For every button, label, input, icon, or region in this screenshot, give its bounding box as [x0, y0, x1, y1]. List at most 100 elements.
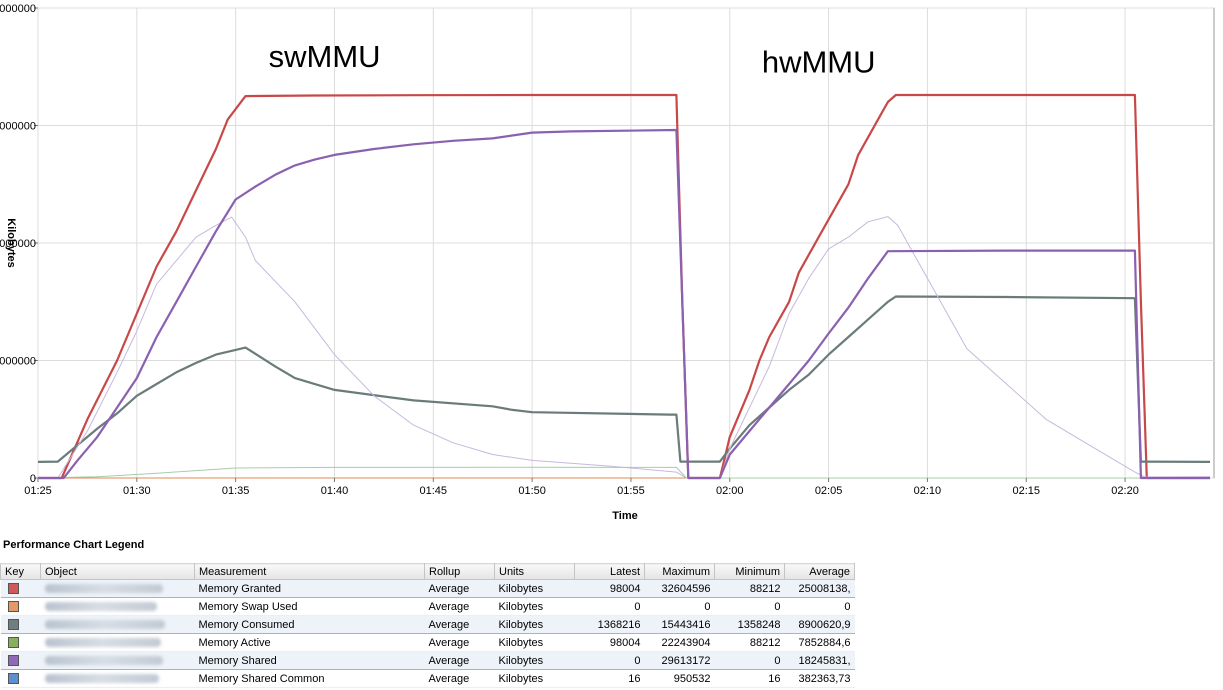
x-tick-label: 02:10	[914, 485, 942, 497]
maximum-cell: 0	[644, 597, 715, 616]
measurement-cell: Memory Granted	[194, 579, 425, 598]
maximum-cell: 22243904	[644, 633, 715, 652]
redacted-object-name	[44, 602, 157, 612]
latest-cell: 1368216	[574, 615, 645, 634]
object-cell	[40, 615, 195, 634]
column-header-latest[interactable]: Latest	[574, 563, 645, 580]
average-cell: 7852884,6	[784, 633, 855, 652]
legend-row[interactable]: Memory Consumed Average Kilobytes 1368216 15…	[0, 615, 1223, 634]
column-header-average[interactable]: Average	[784, 563, 855, 580]
legend-row[interactable]: Memory Active Average Kilobytes 98004 222439…	[0, 633, 1223, 652]
object-cell	[40, 651, 195, 670]
legend-row[interactable]: Memory Shared Average Kilobytes 0 29613172 0 1…	[0, 651, 1223, 670]
x-tick-label: 01:50	[518, 485, 546, 497]
rollup-cell: Average	[424, 579, 495, 598]
rollup-cell: Average	[424, 597, 495, 616]
legend-title: Performance Chart Legend	[3, 539, 145, 551]
column-header-units[interactable]: Units	[494, 563, 575, 580]
series-color-swatch	[7, 619, 19, 631]
average-cell: 382363,73	[784, 669, 855, 688]
legend-table[interactable]: Key Object Measurement Rollup Units Late…	[0, 563, 1223, 688]
annotation-swmmu: swMMU	[269, 39, 381, 74]
x-tick-label: 02:05	[815, 485, 843, 497]
redacted-object-name	[44, 656, 163, 666]
units-cell: Kilobytes	[494, 615, 575, 634]
x-tick-label: 01:35	[222, 485, 250, 497]
legend-row[interactable]: Memory Granted Average Kilobytes 98004 32604…	[0, 579, 1223, 598]
series-color-swatch	[7, 637, 19, 649]
column-header-measurement[interactable]: Measurement	[194, 563, 425, 580]
units-cell: Kilobytes	[494, 633, 575, 652]
rollup-cell: Average	[424, 615, 495, 634]
column-header-key[interactable]: Key	[0, 563, 41, 580]
row-filler	[854, 579, 1223, 598]
redacted-object-name	[44, 638, 161, 648]
rollup-cell: Average	[424, 669, 495, 688]
column-header-object[interactable]: Object	[40, 563, 195, 580]
units-cell: Kilobytes	[494, 579, 575, 598]
object-cell	[40, 633, 195, 652]
x-tick-label: 01:40	[321, 485, 349, 497]
key-cell	[0, 579, 41, 598]
series-color-swatch	[7, 601, 19, 613]
header-filler	[854, 563, 1223, 580]
rollup-cell: Average	[424, 651, 495, 670]
maximum-cell: 15443416	[644, 615, 715, 634]
units-cell: Kilobytes	[494, 597, 575, 616]
y-tick-label: 30000000	[0, 121, 36, 133]
x-tick-label: 02:20	[1111, 485, 1139, 497]
x-tick-label: 01:55	[617, 485, 645, 497]
legend-row[interactable]: Memory Shared Common Average Kilobytes 16 95…	[0, 669, 1223, 688]
legend-header-row: Key Object Measurement Rollup Units Late…	[0, 563, 1223, 580]
units-cell: Kilobytes	[494, 651, 575, 670]
object-cell	[40, 579, 195, 598]
redacted-object-name	[44, 584, 163, 594]
latest-cell: 98004	[574, 633, 645, 652]
column-header-rollup[interactable]: Rollup	[424, 563, 495, 580]
minimum-cell: 0	[714, 597, 785, 616]
legend-row[interactable]: Memory Swap Used Average Kilobytes 0 0 0 0	[0, 597, 1223, 616]
row-filler	[854, 651, 1223, 670]
series-line-memory-consumed	[37, 295, 1211, 463]
measurement-cell: Memory Consumed	[194, 615, 425, 634]
key-cell	[0, 669, 41, 688]
average-cell: 8900620,9	[784, 615, 855, 634]
key-cell	[0, 633, 41, 652]
column-header-minimum[interactable]: Minimum	[714, 563, 785, 580]
object-cell	[40, 597, 195, 616]
x-tick-label: 01:45	[420, 485, 448, 497]
x-axis-title: Time	[612, 510, 637, 522]
performance-chart: 01:25 01:30 01:35 01:40 01:45 01:50 01:55 02:00…	[0, 3, 1215, 522]
series-line-memory-shared	[38, 128, 1210, 480]
measurement-cell: Memory Shared Common	[194, 669, 425, 688]
row-filler	[854, 669, 1223, 688]
minimum-cell: 16	[714, 669, 785, 688]
row-filler	[854, 597, 1223, 616]
key-cell	[0, 615, 41, 634]
x-tick-label: 02:15	[1012, 485, 1040, 497]
latest-cell: 16	[574, 669, 645, 688]
measurement-cell: Memory Active	[194, 633, 425, 652]
annotation-hwmmu: hwMMU	[762, 45, 876, 80]
average-cell: 0	[784, 597, 855, 616]
latest-cell: 0	[574, 597, 645, 616]
series-line-memory-shared-common	[37, 466, 1210, 479]
minimum-cell: 88212	[714, 633, 785, 652]
key-cell	[0, 597, 41, 616]
column-header-maximum[interactable]: Maximum	[644, 563, 715, 580]
minimum-cell: 0	[714, 651, 785, 670]
maximum-cell: 950532	[644, 669, 715, 688]
x-tick-label: 01:30	[123, 485, 151, 497]
units-cell: Kilobytes	[494, 669, 575, 688]
redacted-object-name	[44, 620, 165, 630]
redacted-object-name	[44, 674, 159, 684]
y-tick-label: 10000000	[0, 356, 36, 368]
minimum-cell: 88212	[714, 579, 785, 598]
y-tick-label: 40000000	[0, 3, 36, 15]
minimum-cell: 1358248	[714, 615, 785, 634]
rollup-cell: Average	[424, 633, 495, 652]
series-color-swatch	[7, 583, 19, 595]
maximum-cell: 29613172	[644, 651, 715, 670]
row-filler	[854, 615, 1223, 634]
